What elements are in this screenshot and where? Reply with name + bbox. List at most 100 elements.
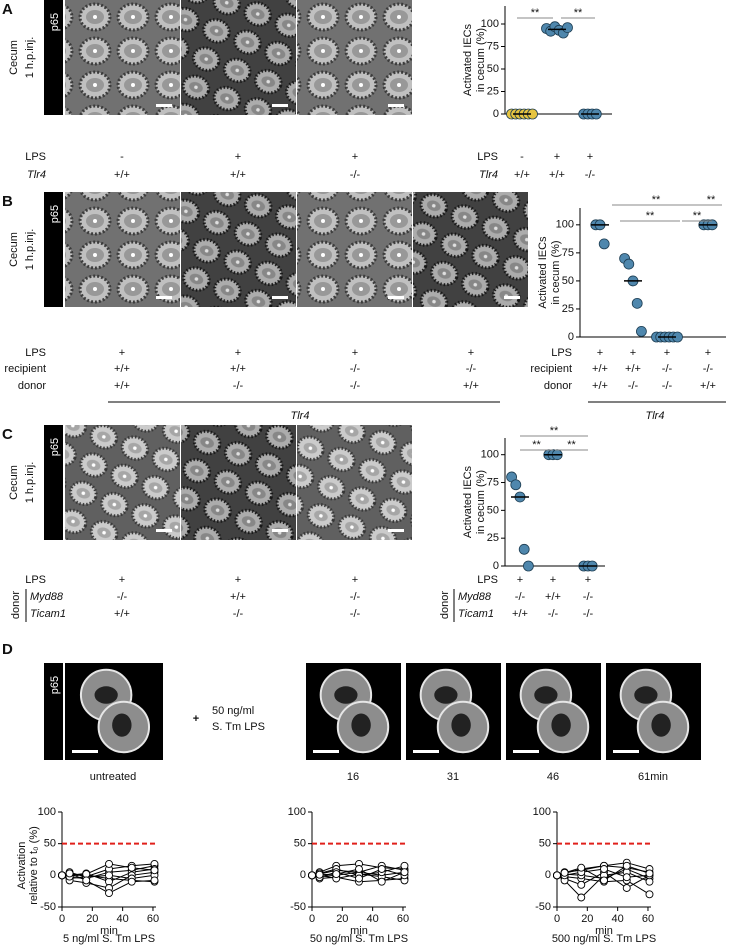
significance-label: ** xyxy=(652,194,661,206)
data-point xyxy=(150,866,159,875)
stain-bar xyxy=(44,192,63,307)
condition-value: +/+ xyxy=(463,380,479,392)
condition-value: +/+ xyxy=(114,380,130,392)
data-point xyxy=(65,869,74,878)
data-point xyxy=(577,893,586,902)
data-point xyxy=(127,863,136,872)
y-tick-label: 0 xyxy=(568,331,574,343)
condition-value: + xyxy=(587,151,593,163)
condition-value: +/+ xyxy=(114,363,130,375)
condition-value: + xyxy=(550,574,556,586)
micrograph-shade xyxy=(413,192,528,307)
panel-label: A xyxy=(2,1,13,18)
condition-value: -/- xyxy=(628,380,639,392)
data-point xyxy=(308,871,316,880)
y-tick-label: -50 xyxy=(290,901,306,913)
data-point xyxy=(622,861,631,870)
scale-bar xyxy=(513,750,539,753)
y-axis-label: relative to t₀ (%) xyxy=(28,826,40,905)
stain-bar xyxy=(44,425,63,540)
condition-value: -/- xyxy=(350,363,361,375)
significance-label: ** xyxy=(531,7,540,19)
condition-value: + xyxy=(630,347,636,359)
y-tick-label: 50 xyxy=(487,504,499,516)
condition-name: Ticam1 xyxy=(30,608,66,620)
data-point xyxy=(645,869,654,878)
x-tick-label: 20 xyxy=(336,913,348,925)
condition-value: +/+ xyxy=(512,608,528,620)
x-tick-label: 60 xyxy=(642,913,654,925)
condition-value: -/- xyxy=(662,363,673,375)
condition-value: + xyxy=(352,151,358,163)
x-tick-label: 20 xyxy=(581,913,593,925)
data-point xyxy=(377,865,386,873)
condition-name: LPS xyxy=(25,574,46,586)
scale-bar xyxy=(388,104,404,107)
significance-label: ** xyxy=(567,439,576,451)
condition-value: -/- xyxy=(466,363,477,375)
timepoint-label: 16 xyxy=(347,771,359,783)
scale-bar xyxy=(388,296,404,299)
organoid-lumen xyxy=(94,686,118,704)
condition-value: + xyxy=(235,347,241,359)
stain-label: p65 xyxy=(49,13,61,31)
condition-name: donor xyxy=(18,380,46,392)
condition-value: -/- xyxy=(585,169,596,181)
data-point xyxy=(577,880,586,889)
condition-value: +/+ xyxy=(230,169,246,181)
x-tick-label: 0 xyxy=(59,913,65,925)
chart-title: 5 ng/ml S. Tm LPS xyxy=(63,933,155,945)
x-tick-label: 40 xyxy=(117,913,129,925)
condition-value: -/- xyxy=(703,363,714,375)
x-tick-label: 20 xyxy=(86,913,98,925)
tissue-label: Cecum xyxy=(8,465,20,500)
condition-value: +/+ xyxy=(114,608,130,620)
group-label: donor xyxy=(10,591,22,619)
plus-sign: + xyxy=(193,713,199,725)
condition-value: + xyxy=(664,347,670,359)
condition-value: + xyxy=(554,151,560,163)
stain-label: p65 xyxy=(49,676,61,694)
condition-name: Ticam1 xyxy=(458,608,494,620)
x-tick-label: 40 xyxy=(612,913,624,925)
condition-value: +/+ xyxy=(549,169,565,181)
tissue-label: Cecum xyxy=(8,40,20,75)
scale-bar xyxy=(504,296,520,299)
organoid-lumen xyxy=(434,686,458,704)
condition-name: Myd88 xyxy=(458,591,492,603)
micrograph-shade xyxy=(65,425,180,540)
significance-label: ** xyxy=(693,210,702,222)
micrograph xyxy=(297,0,412,115)
condition-value: + xyxy=(352,574,358,586)
y-axis-label: in cecum (%) xyxy=(475,470,487,534)
y-tick-label: 100 xyxy=(481,449,499,461)
x-tick-label: 40 xyxy=(367,913,379,925)
y-tick-label: 50 xyxy=(487,63,499,75)
data-point xyxy=(332,870,341,879)
y-tick-label: 75 xyxy=(487,40,499,52)
y-tick-label: 50 xyxy=(294,838,306,850)
y-tick-label: -50 xyxy=(535,901,551,913)
condition-name: LPS xyxy=(477,574,498,586)
gene-label: Tlr4 xyxy=(646,410,665,422)
panel-label: B xyxy=(2,193,13,210)
x-axis-label: min xyxy=(595,925,613,937)
condition-value: +/+ xyxy=(230,591,246,603)
chart-title: 500 ng/ml S. Tm LPS xyxy=(552,933,656,945)
condition-value: -/- xyxy=(350,608,361,620)
y-axis-label: Activated IECs xyxy=(462,465,474,538)
data-point xyxy=(58,871,66,880)
condition-value: -/- xyxy=(662,380,673,392)
data-point xyxy=(105,859,113,868)
data-point xyxy=(127,877,136,886)
scale-bar xyxy=(272,104,288,107)
condition-value: +/+ xyxy=(700,380,716,392)
y-axis-label: Activated IECs xyxy=(462,23,474,96)
organoid-lumen xyxy=(112,713,132,737)
chart-title: 50 ng/ml S. Tm LPS xyxy=(310,933,408,945)
organoid-lumen xyxy=(634,686,658,704)
condition-value: + xyxy=(468,347,474,359)
organoid-lumen xyxy=(534,686,558,704)
data-point xyxy=(645,890,654,899)
condition-value: + xyxy=(119,574,125,586)
